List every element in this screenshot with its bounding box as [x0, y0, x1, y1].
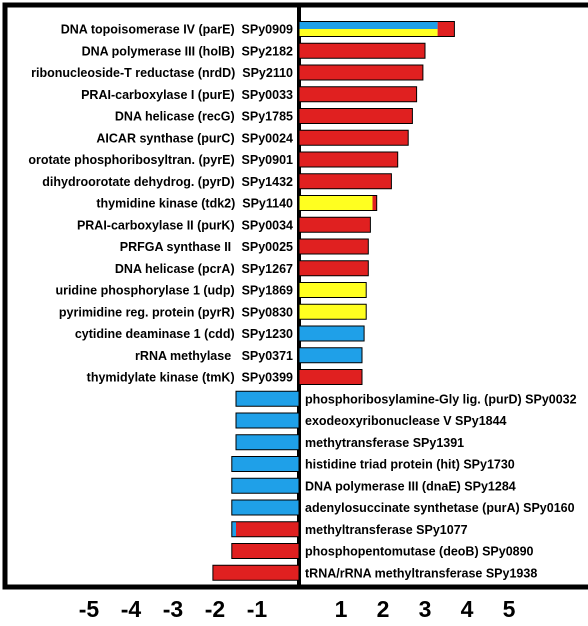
bar-label-1: DNA polymerase III (holB) SPy2182	[82, 44, 293, 58]
bar-label-17: phosphoribosylamine-Gly lig. (purD) SPy0…	[305, 392, 577, 406]
bar-label-23: methyltransferase SPy1077	[305, 523, 468, 537]
bar-16-segment-0	[299, 369, 362, 385]
bar-8-segment-0	[299, 195, 373, 211]
bar-label-15: rRNA methylase SPy0371	[135, 349, 293, 363]
bar-20-outline	[231, 456, 300, 472]
bar-23-segment-1	[236, 521, 299, 537]
bar-label-11: DNA helicase (pcrA) SPy1267	[115, 262, 293, 276]
bar-17-segment-0	[236, 391, 299, 407]
x-axis-ticks: -5 -4 -3 -2 -1 1 2 3 4 5	[79, 596, 516, 622]
x-tick-label-0: -5	[79, 596, 100, 622]
bar-label-21: DNA polymerase III (dnaE) SPy1284	[305, 479, 516, 493]
bar-11-outline	[298, 260, 369, 277]
bar-10-outline	[298, 238, 369, 255]
bar-label-3: PRAI-carboxylase I (purE) SPy0033	[81, 88, 293, 102]
bar-0-segment-0	[299, 21, 438, 29]
bar-13-segment-0	[299, 304, 367, 320]
bar-label-20: histidine triad protein (hit) SPy1730	[305, 458, 515, 472]
bar-0-segment-1	[299, 29, 438, 37]
bar-5-segment-0	[299, 130, 409, 146]
bar-label-24: phosphopentomutase (deoB) SPy0890	[305, 545, 534, 559]
bar-15-segment-0	[299, 347, 362, 363]
bar-label-14: cytidine deaminase 1 (cdd) SPy1230	[75, 327, 293, 341]
bar-18-segment-0	[236, 413, 299, 428]
bar-label-10: PRFGA synthase II SPy0025	[120, 240, 293, 254]
bar-label-16: thymidylate kinase (tmK) SPy0399	[87, 371, 293, 385]
bar-label-19: methytransferase SPy1391	[305, 436, 464, 450]
x-tick-label-9: 5	[503, 596, 516, 622]
bar-label-12: uridine phosphorylase 1 (udp) SPy1869	[55, 284, 293, 298]
bar-2-outline	[298, 64, 424, 81]
bar-label-22: adenylosuccinate synthetase (purA) SPy01…	[305, 501, 575, 515]
x-tick-label-2: -3	[163, 596, 183, 622]
x-tick-label-3: -2	[205, 596, 225, 622]
bar-25-outline	[212, 564, 300, 581]
bar-25-segment-0	[212, 565, 299, 581]
bar-label-2: ribonucleoside-T reductase (nrdD) SPy211…	[31, 66, 293, 80]
bar-label-9: PRAI-carboxylase II (purK) SPy0034	[77, 218, 293, 232]
bar-21-outline	[231, 477, 300, 494]
bar-22-segment-0	[231, 500, 299, 515]
bar-18-outline	[235, 412, 300, 429]
bar-22-outline	[231, 499, 300, 516]
bar-19-outline	[235, 434, 300, 451]
bar-20-segment-0	[231, 456, 299, 472]
x-tick-label-1: -4	[121, 596, 142, 622]
bar-12-segment-0	[299, 282, 367, 298]
bar-1-segment-0	[299, 43, 425, 59]
bar-21-segment-0	[231, 478, 299, 494]
bar-7-outline	[298, 173, 392, 190]
bar-label-13: pyrimidine reg. protein (pyrR) SPy0830	[59, 305, 293, 319]
bar-14-segment-0	[299, 326, 365, 341]
bar-16-outline	[298, 369, 363, 385]
bar-6-outline	[298, 151, 399, 168]
bar-8-segment-1	[372, 195, 377, 211]
bar-label-25: tRNA/rRNA methyltransferase SPy1938	[305, 566, 537, 580]
bar-label-4: DNA helicase (recG) SPy1785	[115, 110, 293, 124]
bar-13-outline	[298, 303, 367, 320]
bar-8-outline	[298, 195, 378, 211]
x-tick-label-5: 1	[335, 596, 348, 622]
bar-24-segment-0	[231, 543, 299, 559]
bar-label-6: orotate phosphoribosyltran. (pyrE) SPy09…	[28, 153, 293, 167]
bar-label-18: exodeoxyribonuclease V SPy1844	[305, 414, 507, 428]
bars-layer	[212, 21, 455, 581]
bar-4-outline	[298, 108, 413, 124]
bar-7-segment-0	[299, 173, 392, 189]
x-tick-label-4: -1	[247, 596, 268, 622]
bar-9-outline	[298, 216, 371, 233]
bar-2-segment-0	[299, 65, 423, 80]
bar-0-outline	[298, 21, 455, 37]
bar-23-segment-0	[231, 521, 236, 537]
bar-5-outline	[298, 129, 409, 146]
bar-4-segment-0	[299, 108, 413, 124]
x-tick-label-6: 2	[377, 596, 390, 622]
bar-6-segment-0	[299, 152, 398, 167]
bar-17-outline	[235, 390, 300, 407]
labels-layer: DNA topoisomerase IV (parE) SPy0909 DNA p…	[28, 23, 576, 581]
bar-12-outline	[298, 282, 367, 298]
bar-10-segment-0	[299, 239, 369, 254]
bar-label-7: dihydroorotate dehydrog. (pyrD) SPy1432	[42, 175, 293, 189]
bar-15-outline	[298, 347, 363, 364]
bar-9-segment-0	[299, 217, 371, 233]
bar-14-outline	[298, 325, 365, 342]
bar-11-segment-0	[299, 260, 369, 276]
x-tick-label-7: 3	[419, 596, 432, 622]
bar-1-outline	[298, 42, 426, 59]
bar-label-8: thymidine kinase (tdk2) SPy1140	[96, 197, 293, 211]
bar-0-segment-2	[437, 21, 455, 37]
bar-3-outline	[298, 86, 418, 103]
bar-19-segment-0	[236, 434, 299, 450]
bar-24-outline	[231, 543, 300, 559]
bar-label-0: DNA topoisomerase IV (parE) SPy0909	[61, 23, 293, 37]
x-tick-label-8: 4	[461, 596, 474, 622]
bar-3-segment-0	[299, 86, 417, 102]
bar-label-5: AICAR synthase (purC) SPy0024	[96, 131, 293, 145]
bar-23-outline	[231, 521, 300, 538]
